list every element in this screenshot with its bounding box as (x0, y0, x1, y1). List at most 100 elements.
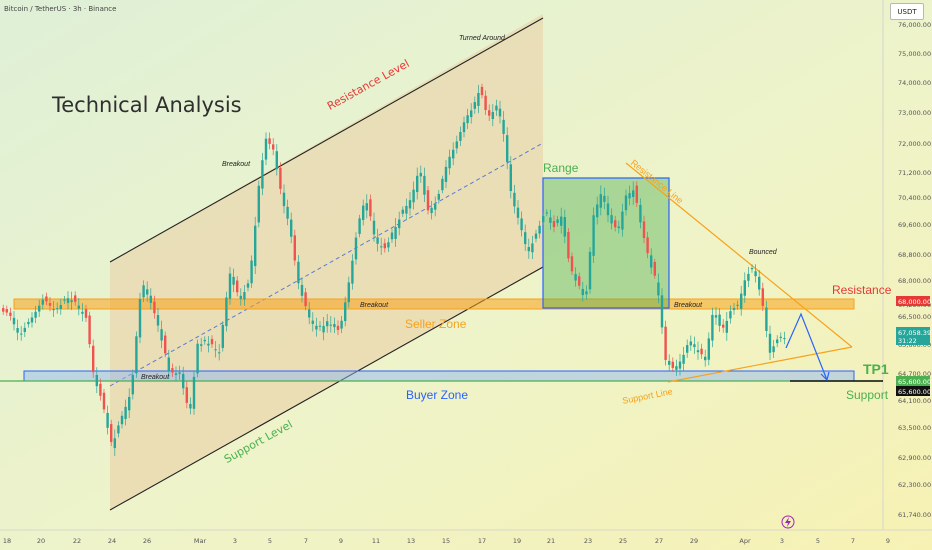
candle-body (452, 149, 455, 159)
candle-body (225, 297, 228, 327)
candle-body (268, 138, 271, 144)
candle-body (372, 220, 376, 235)
breakout-label-2: Breakout (141, 374, 170, 381)
candle-body (81, 311, 84, 314)
lightning-icon[interactable] (785, 517, 791, 527)
candle-body (102, 392, 106, 410)
tp-price-text: 65,600.00 (898, 378, 931, 386)
candle-body (686, 345, 689, 353)
range-label: Range (543, 161, 579, 175)
candle-body (70, 300, 73, 303)
y-tick-label: 64,700.00 (898, 370, 931, 378)
candle-body (362, 205, 365, 220)
support-price-tag (896, 386, 930, 396)
candle-body (498, 108, 502, 117)
candle-body (218, 352, 221, 354)
candle-body (228, 273, 232, 299)
candle-body (164, 335, 167, 354)
candle-body (473, 102, 476, 109)
candle-body (16, 328, 19, 333)
candle-body (149, 295, 152, 303)
candle-body (243, 292, 246, 300)
support-label: Support (846, 388, 889, 402)
candle-body (214, 349, 217, 351)
candle-body (189, 403, 192, 409)
support-price-text: 65,600.00 (898, 388, 931, 396)
candle-body (531, 243, 534, 253)
x-tick-label: 3 (780, 537, 784, 545)
candle-body (696, 350, 700, 353)
resistance-price-tag (896, 296, 930, 306)
y-tick-label: 66,500.00 (898, 313, 931, 321)
y-tick-label: 76,000.00 (898, 21, 931, 29)
countdown-text: 31:22 (898, 337, 917, 345)
candle-body (459, 132, 462, 141)
candle-body (693, 344, 696, 348)
candle-body (84, 309, 88, 318)
candle-body (153, 301, 156, 314)
candle-body (556, 219, 559, 224)
channel-midline[interactable] (109, 142, 544, 387)
x-tick-label: 5 (268, 537, 272, 545)
candle-body (106, 412, 109, 428)
support-trend-line[interactable] (667, 346, 853, 383)
x-tick-label: Apr (739, 537, 751, 545)
candle-body (354, 237, 358, 260)
candle-body (610, 215, 613, 224)
candles-group (2, 83, 786, 457)
candle-body (534, 233, 538, 239)
candle-body (124, 406, 127, 419)
x-tick-label: 15 (442, 537, 450, 545)
turned-around-label: Turned Around (459, 35, 506, 42)
candle-body (66, 298, 70, 303)
time-axis[interactable]: 18 20 22 24 26 Mar 3 5 7 9 11 13 15 17 19 21 23 25 27 29 Apr… (3, 537, 890, 545)
candle-body (390, 232, 394, 240)
candle-body (480, 86, 484, 96)
seller-zone-box[interactable] (13, 298, 855, 310)
candle-body (326, 321, 329, 327)
y-tick-label: 73,000.00 (898, 109, 931, 117)
candle-body (628, 193, 631, 199)
bounced-label: Bounced (749, 249, 778, 256)
candle-body (250, 260, 253, 284)
range-box[interactable] (542, 177, 670, 309)
x-tick-label: 9 (886, 537, 890, 545)
y-tick-label: 61,740.00 (898, 511, 931, 519)
candle-body (423, 175, 426, 195)
candle-body (246, 283, 250, 288)
candle-body (574, 274, 577, 281)
candle-body (358, 218, 361, 234)
candle-body (185, 387, 188, 403)
candle-body (747, 273, 750, 281)
candle-body (416, 175, 419, 193)
x-tick-label: 7 (304, 537, 308, 545)
candle-body (290, 219, 293, 237)
candle-body (95, 375, 98, 387)
candle-body (578, 276, 581, 286)
y-tick-label: 68,800.00 (898, 251, 931, 259)
candle-body (570, 256, 574, 272)
candle-body (27, 321, 30, 325)
candle-body (484, 95, 487, 110)
y-tick-label: 68,000.00 (898, 277, 931, 285)
candle-body (707, 338, 710, 360)
candle-body (567, 231, 570, 259)
candle-body (624, 195, 628, 211)
currency-button[interactable]: USDT (890, 3, 924, 20)
candle-body (671, 361, 674, 368)
candle-body (30, 317, 34, 323)
candle-body (336, 325, 340, 331)
resistance-trend-line[interactable] (625, 162, 853, 348)
candle-body (462, 122, 466, 133)
x-tick-label: 3 (233, 537, 237, 545)
channel-upper-line[interactable] (109, 17, 544, 263)
current-price-text: 67,058.39 (898, 329, 931, 337)
candle-body (110, 424, 113, 443)
candle-body (77, 305, 80, 309)
event-icon-circle[interactable] (781, 515, 795, 529)
breakout-label-4: Breakout (674, 302, 703, 309)
candle-body (722, 324, 725, 328)
current-price-tag (896, 327, 930, 345)
candle-body (488, 110, 491, 116)
candle-body (754, 271, 757, 277)
